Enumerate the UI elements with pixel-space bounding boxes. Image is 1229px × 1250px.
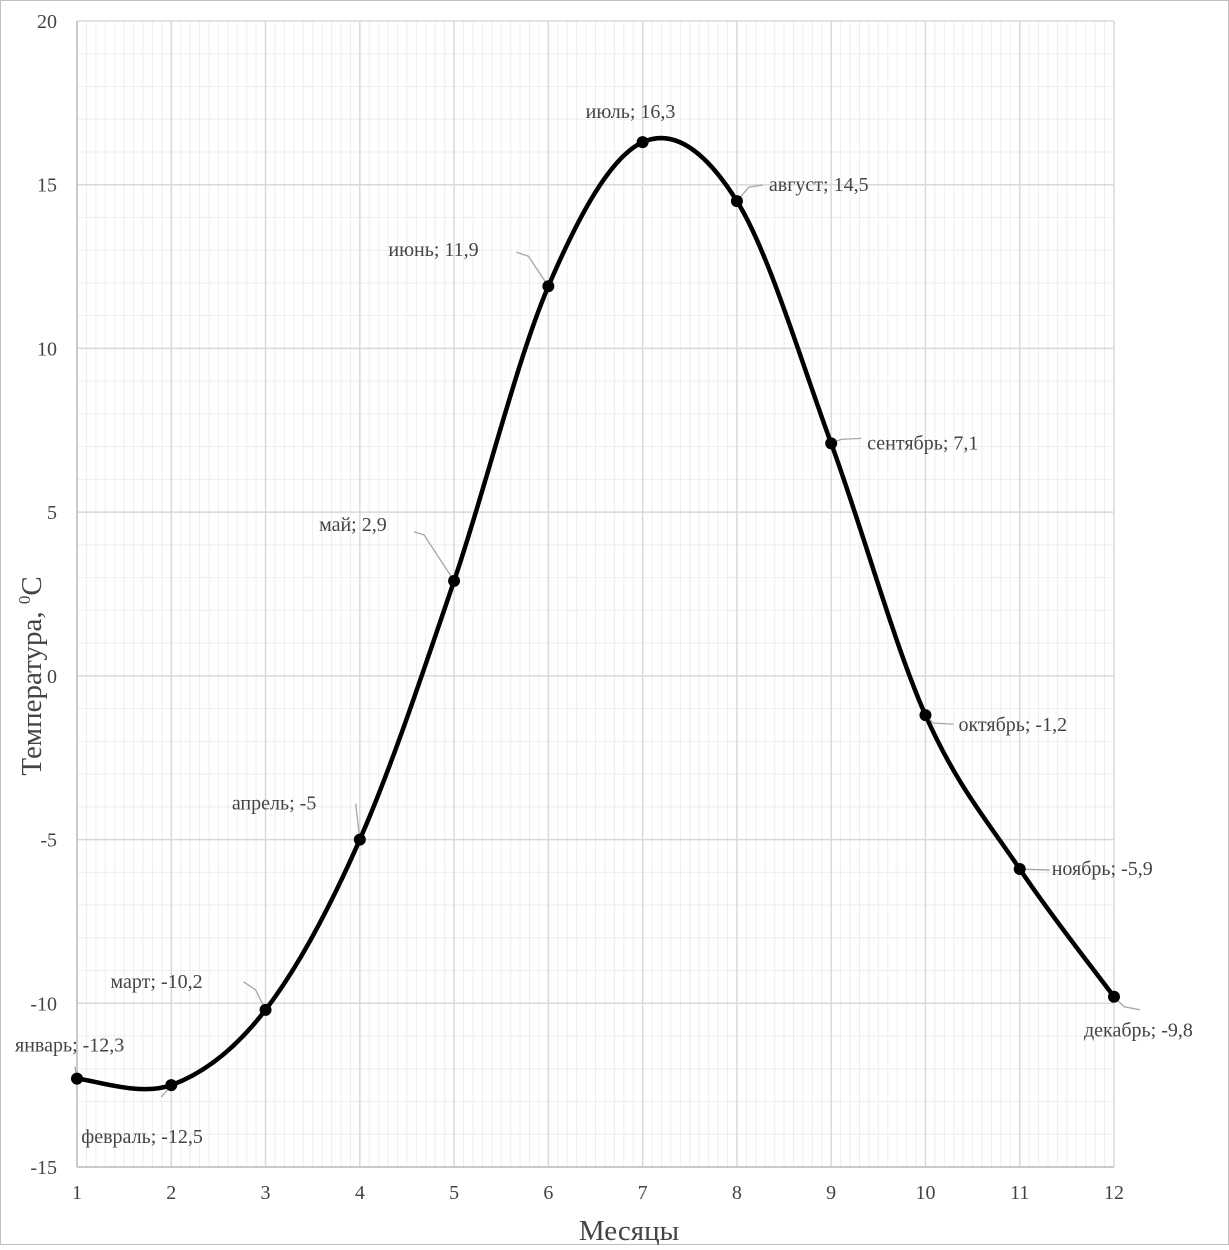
- data-point-marker: [919, 709, 932, 722]
- x-tick-label: 5: [449, 1182, 459, 1204]
- x-tick-label: 10: [915, 1182, 935, 1204]
- y-tick-label: 20: [37, 11, 57, 33]
- data-point-label: ноябрь; -5,9: [1052, 858, 1153, 880]
- x-tick-label: 7: [638, 1182, 648, 1204]
- x-axis-title: Месяцы: [579, 1215, 679, 1245]
- data-point-label: февраль; -12,5: [81, 1126, 203, 1148]
- y-tick-label: 0: [47, 666, 57, 688]
- label-leader-line: [355, 803, 361, 840]
- data-point-marker: [165, 1079, 178, 1092]
- label-leader-line: [516, 251, 549, 287]
- y-tick-label: 10: [37, 338, 57, 360]
- y-tick-label: 15: [37, 175, 57, 197]
- x-tick-label: 11: [1010, 1182, 1029, 1204]
- x-tick-label: 2: [166, 1182, 176, 1204]
- data-point-label: август; 14,5: [769, 174, 869, 196]
- data-point-marker: [448, 574, 461, 587]
- minor-grid: [77, 21, 1114, 1167]
- y-tick-label: 5: [47, 502, 57, 524]
- x-tick-label: 8: [732, 1182, 742, 1204]
- data-point-label: апрель; -5: [232, 793, 317, 815]
- label-leader-line: [243, 981, 267, 1011]
- data-point-marker: [259, 1003, 272, 1016]
- label-leaders: [74, 136, 1141, 1098]
- y-axis-title: Температура, 0С: [15, 576, 48, 775]
- x-tick-label: 1: [72, 1182, 82, 1204]
- x-tick-label: 3: [261, 1182, 271, 1204]
- data-point-marker: [71, 1072, 83, 1085]
- data-point-label: январь; -12,3: [15, 1035, 124, 1057]
- data-point-marker: [730, 195, 743, 208]
- x-tick-label: 12: [1104, 1182, 1124, 1204]
- y-tick-labels: 20 15 10 5 0 -5 -10 -15: [30, 11, 57, 1179]
- data-point-marker: [353, 833, 366, 846]
- y-tick-label: -15: [30, 1157, 57, 1179]
- data-point-label: декабрь; -9,8: [1084, 1020, 1193, 1042]
- label-leader-line: [413, 531, 455, 582]
- data-point-label: май; 2,9: [319, 514, 387, 536]
- y-tick-label: -10: [30, 993, 57, 1015]
- axes: [76, 21, 1114, 1168]
- data-point-label: март; -10,2: [111, 971, 203, 993]
- data-points: [71, 136, 1120, 1092]
- data-point-marker: [636, 136, 649, 149]
- data-point-label: июнь; 11,9: [388, 239, 478, 261]
- data-point-marker: [542, 280, 555, 293]
- data-point-marker: [1108, 990, 1120, 1003]
- y-axis-title-unit: С: [16, 576, 48, 595]
- y-axis-title-main: Температура,: [16, 604, 48, 776]
- x-tick-labels: 1 2 3 4 5 6 7 8 9 10 11 12: [72, 1182, 1124, 1204]
- y-axis-title-superscript: 0: [15, 596, 34, 605]
- y-tick-label: -5: [40, 830, 57, 852]
- data-point-label: июль; 16,3: [586, 101, 676, 123]
- data-labels: январь; -12,3 февраль; -12,5 март; -10,2 ап…: [15, 101, 1193, 1148]
- data-point-label: сентябрь; 7,1: [867, 432, 978, 454]
- data-point-marker: [825, 437, 838, 450]
- x-tick-label: 9: [826, 1182, 836, 1204]
- data-point-label: октябрь; -1,2: [958, 714, 1067, 736]
- data-point-marker: [1013, 863, 1026, 876]
- label-leader-line: [736, 184, 764, 202]
- x-tick-label: 6: [543, 1182, 553, 1204]
- x-tick-label: 4: [355, 1182, 365, 1204]
